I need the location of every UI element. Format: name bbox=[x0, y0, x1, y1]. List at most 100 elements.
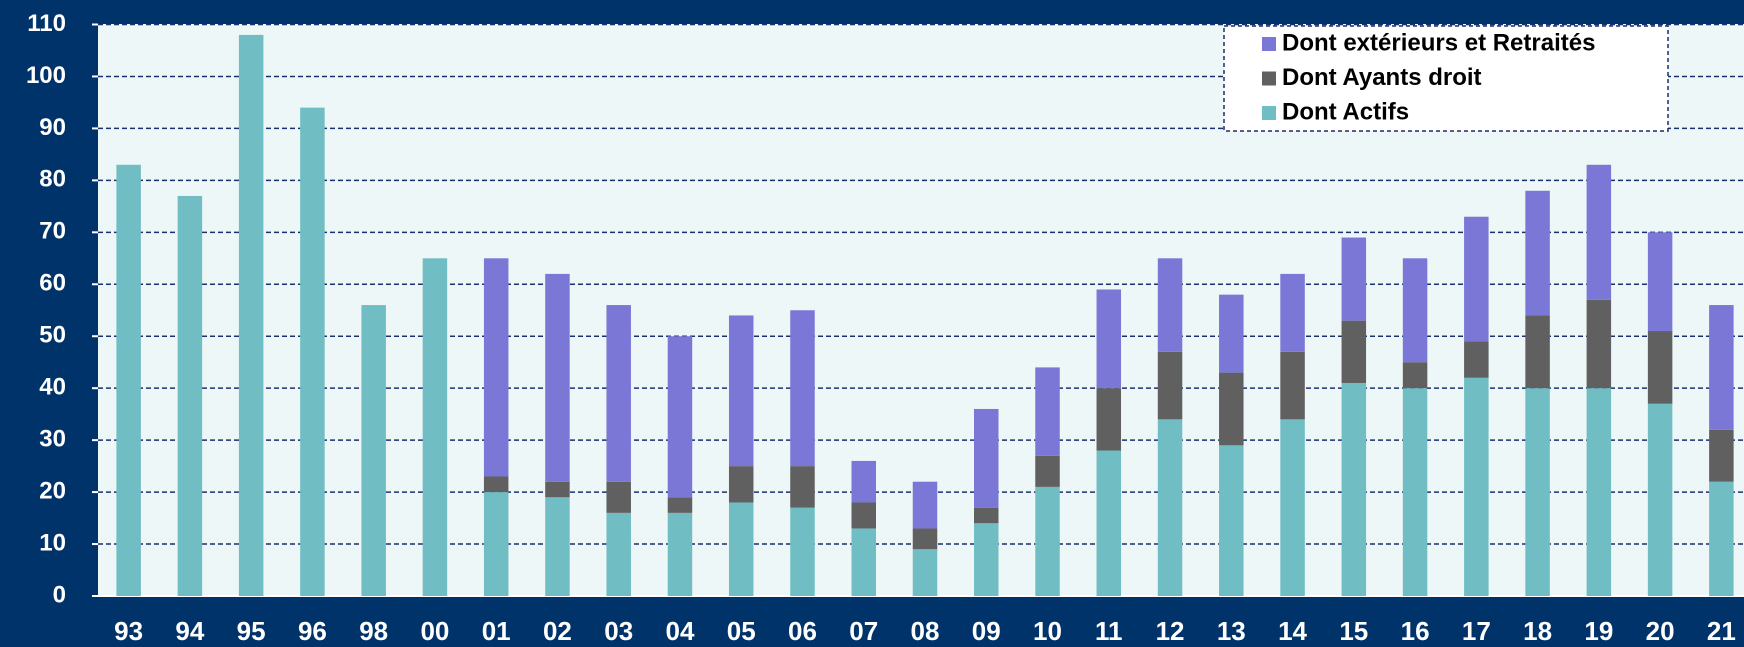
bar-segment bbox=[1586, 299, 1612, 389]
bar-segment bbox=[545, 273, 570, 482]
bar-segment bbox=[1219, 372, 1244, 446]
bar-segment bbox=[974, 523, 999, 596]
x-tick-label: 16 bbox=[1401, 616, 1430, 646]
bar-segment bbox=[1647, 232, 1673, 332]
x-tick-label: 18 bbox=[1523, 616, 1552, 646]
bar-segment bbox=[1096, 289, 1122, 389]
bar-segment bbox=[1341, 382, 1367, 596]
y-tick-label: 110 bbox=[27, 10, 66, 37]
bar-segment bbox=[912, 528, 938, 550]
y-tick-label: 60 bbox=[39, 270, 66, 297]
bar-segment bbox=[1709, 481, 1734, 596]
bar-segment bbox=[1647, 331, 1673, 404]
y-tick-label: 30 bbox=[39, 425, 66, 452]
bar-segment bbox=[1035, 367, 1060, 456]
legend-box bbox=[1223, 25, 1669, 132]
bar-segment bbox=[1219, 294, 1244, 373]
bar-segment bbox=[1464, 341, 1489, 378]
bar-segment bbox=[974, 507, 999, 524]
bar-segment bbox=[667, 497, 693, 513]
x-tick-label: 96 bbox=[298, 616, 327, 646]
bar-segment bbox=[728, 466, 754, 503]
x-tick-label: 14 bbox=[1278, 616, 1307, 646]
bar-segment bbox=[300, 107, 325, 597]
x-tick-label: 04 bbox=[666, 616, 695, 646]
x-tick-label: 12 bbox=[1156, 616, 1185, 646]
legend-label: Dont extérieurs et Retraités bbox=[1282, 29, 1595, 56]
y-tick-label: 80 bbox=[39, 166, 66, 193]
bar-segment bbox=[1341, 320, 1367, 383]
x-tick-label: 00 bbox=[420, 616, 449, 646]
bar-segment bbox=[790, 507, 815, 596]
bar-segment bbox=[728, 315, 754, 467]
bar-segment bbox=[1157, 258, 1183, 352]
bar-segment bbox=[606, 512, 631, 596]
legend-label: Dont Actifs bbox=[1282, 98, 1409, 125]
bar-segment bbox=[1096, 450, 1122, 596]
bar-segment bbox=[606, 481, 631, 513]
bar-segment bbox=[1096, 388, 1122, 451]
bar-segment bbox=[1464, 216, 1489, 342]
legend-label: Dont Ayants droit bbox=[1282, 64, 1482, 91]
x-tick-label: 08 bbox=[911, 616, 940, 646]
legend-swatch bbox=[1262, 37, 1276, 51]
bar-segment bbox=[1035, 486, 1060, 596]
legend-swatch bbox=[1262, 71, 1276, 86]
bar-segment bbox=[483, 258, 509, 477]
y-tick-label: 40 bbox=[39, 374, 66, 401]
x-tick-label: 17 bbox=[1462, 616, 1491, 646]
x-tick-label: 19 bbox=[1584, 616, 1613, 646]
y-tick-label: 70 bbox=[39, 218, 66, 245]
bar-segment bbox=[1157, 419, 1183, 596]
y-tick-label: 20 bbox=[39, 477, 66, 504]
bar-segment bbox=[1035, 455, 1060, 487]
bar-segment bbox=[667, 336, 693, 498]
bar-segment bbox=[974, 408, 999, 508]
x-tick-label: 20 bbox=[1646, 616, 1675, 646]
bar-segment bbox=[912, 549, 938, 596]
bar-segment bbox=[1402, 258, 1428, 363]
bar-segment bbox=[1586, 164, 1612, 300]
x-tick-label: 15 bbox=[1339, 616, 1368, 646]
x-tick-label: 93 bbox=[114, 616, 143, 646]
x-tick-label: 05 bbox=[727, 616, 756, 646]
y-tick-label: 10 bbox=[39, 529, 66, 556]
bar-segment bbox=[790, 466, 815, 508]
bar-segment bbox=[1709, 305, 1734, 430]
bar-segment bbox=[545, 497, 570, 596]
x-tick-label: 09 bbox=[972, 616, 1001, 646]
legend-swatch bbox=[1262, 106, 1276, 120]
bar-segment bbox=[238, 34, 264, 596]
bar-segment bbox=[545, 481, 570, 498]
bar-segment bbox=[728, 502, 754, 596]
bar-segment bbox=[422, 258, 448, 596]
y-tick-label: 90 bbox=[39, 114, 66, 141]
bar-segment bbox=[606, 305, 631, 482]
bar-segment bbox=[1525, 388, 1550, 596]
x-tick-label: 21 bbox=[1707, 616, 1736, 646]
bar-segment bbox=[790, 310, 815, 467]
bar-segment bbox=[1280, 351, 1305, 420]
x-tick-label: 95 bbox=[237, 616, 266, 646]
bar-segment bbox=[1219, 445, 1244, 596]
x-tick-label: 94 bbox=[175, 616, 204, 646]
x-tick-label: 98 bbox=[359, 616, 388, 646]
bar-segment bbox=[851, 528, 876, 596]
bar-segment bbox=[1341, 237, 1367, 321]
bar-segment bbox=[912, 481, 938, 529]
bar-segment bbox=[851, 502, 876, 529]
bar-segment bbox=[1402, 388, 1428, 596]
bar-segment bbox=[1464, 377, 1489, 596]
bar-segment bbox=[177, 195, 203, 596]
bar-segment bbox=[1157, 351, 1183, 420]
bar-segment bbox=[1280, 273, 1305, 352]
bar-segment bbox=[851, 460, 876, 503]
bar-segment bbox=[483, 492, 509, 596]
bar-segment bbox=[1280, 419, 1305, 596]
x-tick-label: 13 bbox=[1217, 616, 1246, 646]
bar-segment bbox=[1525, 315, 1550, 389]
bar-segment bbox=[1709, 429, 1734, 482]
y-tick-label: 50 bbox=[39, 322, 66, 349]
x-tick-label: 10 bbox=[1033, 616, 1062, 646]
